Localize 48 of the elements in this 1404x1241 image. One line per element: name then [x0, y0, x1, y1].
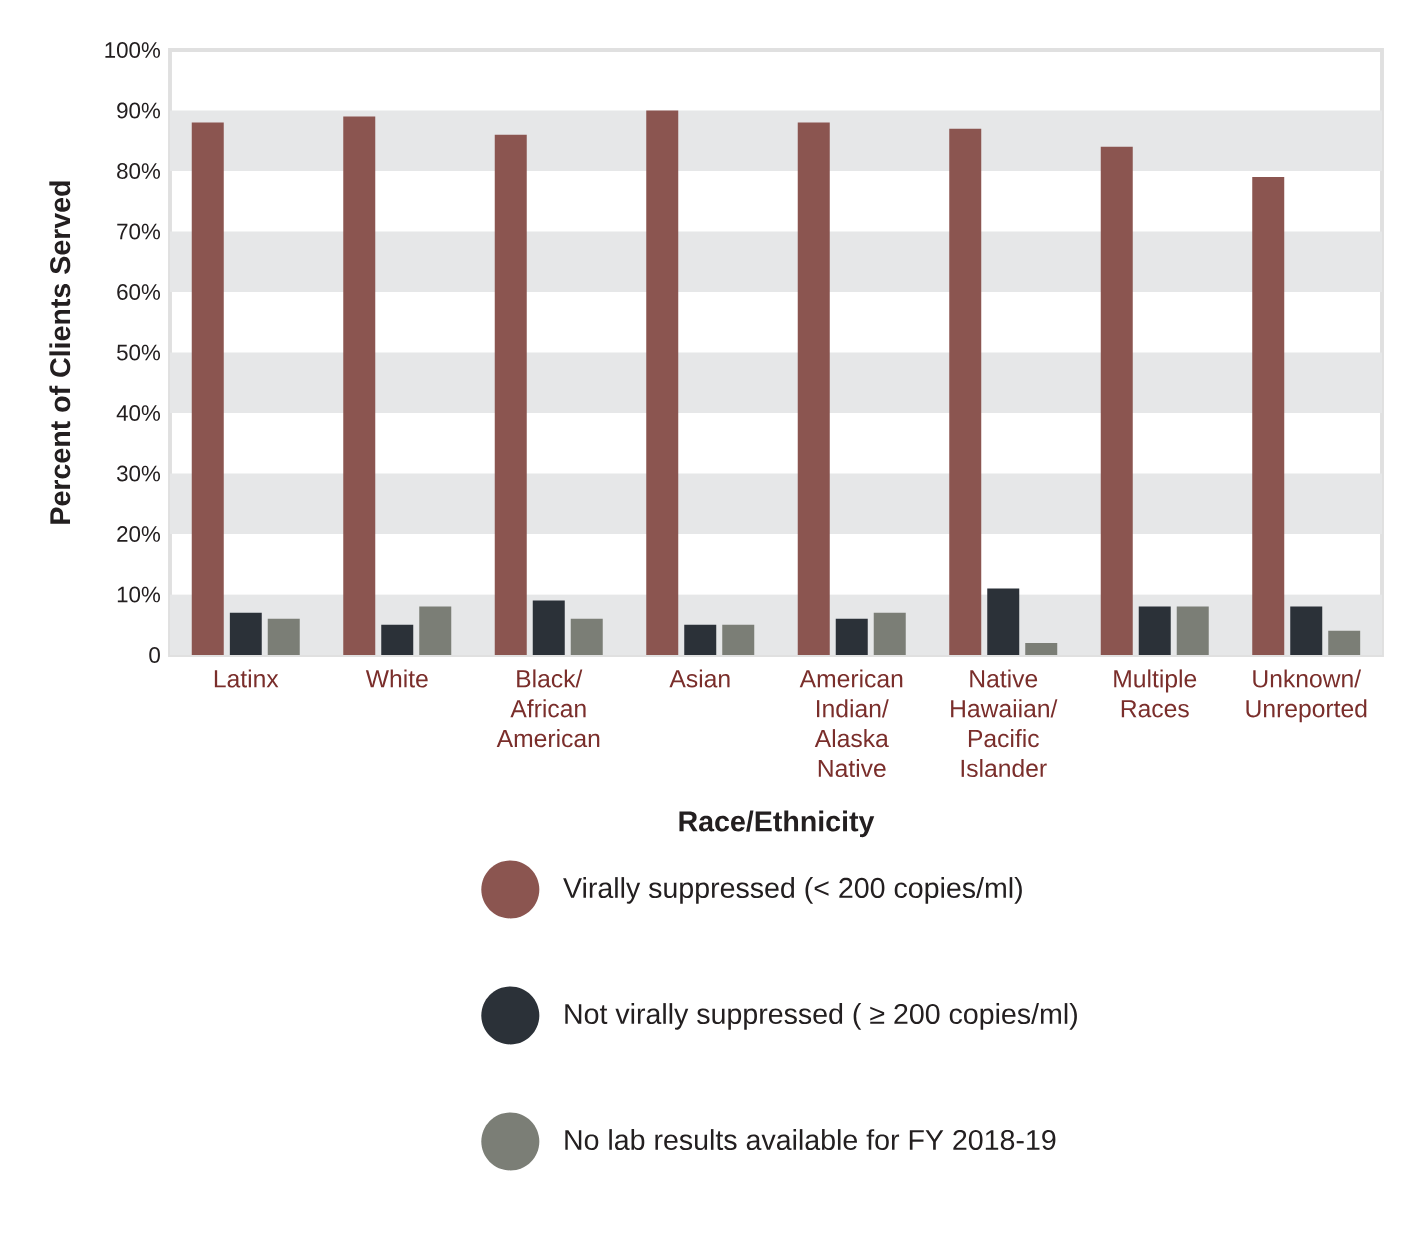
bar [494, 134, 527, 656]
x-tick-label: Multiple Races [1114, 669, 1197, 718]
bar [797, 122, 830, 656]
y-tick-label: 40% [116, 405, 161, 421]
x-tick-label: Unknown/ Unreported [1246, 669, 1367, 723]
x-tick-label: Asian [669, 669, 730, 688]
bar [1025, 642, 1058, 656]
bar [229, 612, 262, 656]
bar [1252, 177, 1285, 656]
bar [987, 588, 1020, 656]
bar [191, 122, 224, 656]
y-tick-label: 70% [117, 223, 161, 240]
x-tick-label: White [365, 669, 428, 688]
y-tick-label: 60% [117, 284, 161, 300]
y-tick-label: 20% [117, 526, 161, 542]
x-tick-label: Black/ African American [496, 669, 600, 748]
y-tick-label: 10% [117, 586, 161, 603]
bar [532, 600, 565, 656]
bar [343, 116, 376, 656]
y-tick-label: 100% [105, 42, 161, 58]
x-tick-label: Latinx [214, 669, 279, 688]
bar [835, 618, 868, 656]
bar [646, 110, 679, 656]
bar [419, 606, 452, 656]
bar [1328, 630, 1361, 656]
bar [570, 618, 603, 656]
legend-label: Virally suppressed (< 200 copies/ml) [563, 877, 1022, 904]
y-tick-label: 0 [149, 647, 160, 663]
y-axis-title: Percent of Clients Served [49, 181, 71, 524]
legend-label: No lab results available for FY 2018-19 [565, 1129, 1056, 1151]
x-tick-label: Native Hawaiian/ Pacific Islander [951, 669, 1058, 778]
y-tick-label: 50% [117, 344, 161, 361]
x-tick-label: American Indian/ Alaska Native [799, 669, 903, 778]
legend-label: Not virally suppressed ( ≥ 200 copies/ml) [565, 1003, 1077, 1030]
y-tick-label: 30% [116, 465, 161, 482]
bar [381, 624, 414, 656]
bar [684, 624, 717, 656]
bar [1138, 606, 1171, 656]
bar [722, 624, 755, 656]
bar [949, 128, 982, 656]
bar [1176, 606, 1209, 656]
bar [1290, 606, 1323, 656]
y-tick-label: 90% [117, 102, 161, 119]
x-axis-title: Race/Ethnicity [679, 810, 875, 838]
bar [873, 612, 906, 656]
bar [1100, 146, 1133, 656]
bar [267, 618, 300, 656]
y-tick-label: 80% [117, 163, 161, 179]
